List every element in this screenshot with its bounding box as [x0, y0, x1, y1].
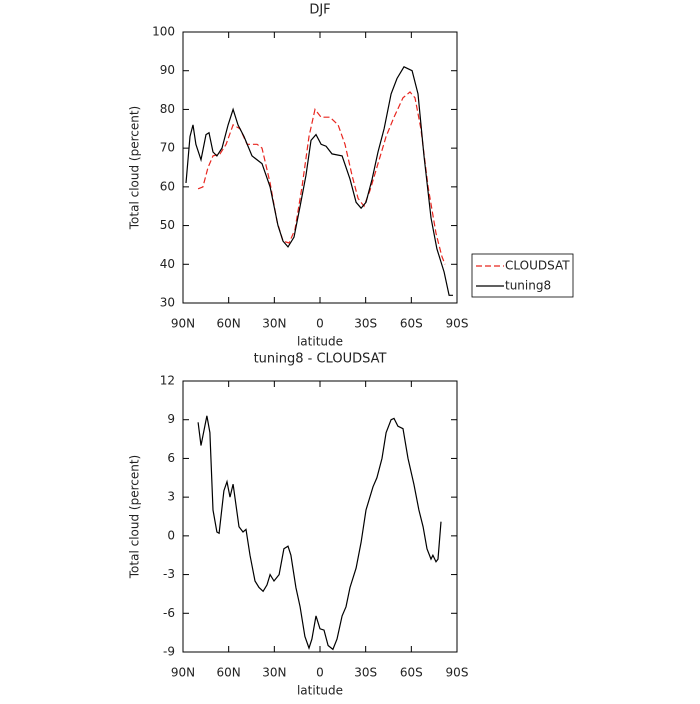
- legend-label: CLOUDSAT: [505, 259, 570, 273]
- y-tick-label: 30: [160, 296, 175, 310]
- x-tick-label: 90N: [171, 317, 195, 331]
- x-tick-label: 60N: [217, 317, 241, 331]
- x-tick-label: 0: [316, 317, 324, 331]
- x-axis-label: latitude: [297, 684, 343, 698]
- y-tick-label: 80: [160, 102, 175, 116]
- y-tick-label: -3: [163, 567, 175, 581]
- x-tick-label: 30S: [354, 317, 377, 331]
- x-tick-label: 90N: [171, 666, 195, 680]
- x-tick-label: 60S: [400, 666, 423, 680]
- y-tick-label: 12: [160, 374, 175, 388]
- x-tick-label: 90S: [446, 317, 469, 331]
- x-tick-label: 60S: [400, 317, 423, 331]
- y-tick-label: 9: [167, 412, 175, 426]
- x-tick-label: 60N: [217, 666, 241, 680]
- x-axis-label: latitude: [297, 335, 343, 349]
- y-tick-label: 6: [167, 451, 175, 465]
- y-tick-label: 0: [167, 528, 175, 542]
- y-tick-label: 3: [167, 490, 175, 504]
- legend-box: [471, 253, 574, 298]
- x-tick-label: 0: [316, 666, 324, 680]
- y-tick-label: 70: [160, 141, 175, 155]
- y-axis-label: Total cloud (percent): [128, 106, 142, 230]
- x-tick-label: 30N: [262, 666, 286, 680]
- plot-frame: [182, 380, 458, 653]
- y-tick-label: 60: [160, 179, 175, 193]
- y-axis-label: Total cloud (percent): [128, 455, 142, 579]
- series-line: [197, 415, 442, 651]
- y-tick-label: 100: [152, 25, 175, 39]
- y-tick-label: -9: [163, 645, 175, 659]
- y-tick-label: 90: [160, 63, 175, 77]
- legend-label: tuning8: [505, 279, 551, 293]
- chart-title: tuning8 - CLOUDSAT: [254, 352, 387, 367]
- x-tick-label: 30N: [262, 317, 286, 331]
- series-line: [185, 66, 453, 296]
- x-tick-label: 90S: [446, 666, 469, 680]
- y-tick-label: 40: [160, 257, 175, 271]
- chart-title: DJF: [309, 3, 330, 18]
- x-tick-label: 30S: [354, 666, 377, 680]
- series-line: [197, 91, 446, 265]
- plot-frame: [182, 31, 458, 304]
- y-tick-label: 50: [160, 218, 175, 232]
- y-tick-label: -6: [163, 606, 175, 620]
